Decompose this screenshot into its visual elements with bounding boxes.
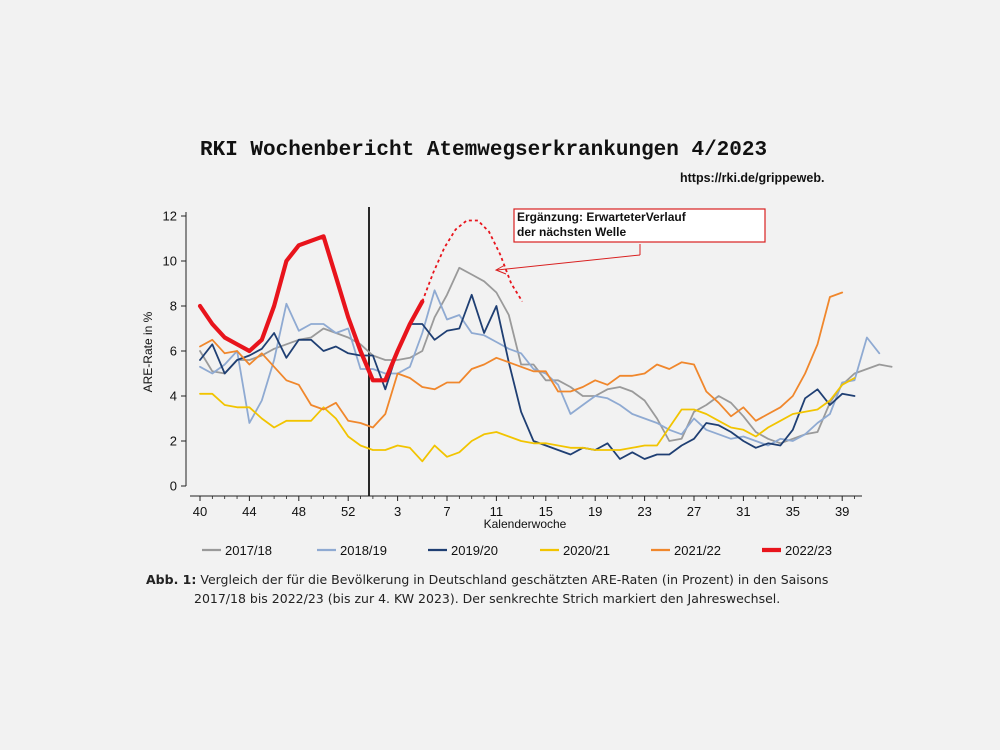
annotation-line-1: Ergänzung: ErwarteterVerlauf: [517, 210, 687, 224]
x-tick-label: 19: [588, 504, 602, 519]
x-tick-label: 35: [786, 504, 800, 519]
series-line-2022-23: [197, 234, 425, 383]
y-tick-label: 0: [170, 479, 177, 494]
x-tick-label: 7: [443, 504, 450, 519]
x-tick-label: 11: [490, 504, 504, 519]
x-tick-label: 39: [835, 504, 849, 519]
y-tick-label: 12: [163, 209, 177, 224]
x-tick-label: 23: [637, 504, 651, 519]
series-line-2021-22: [199, 291, 844, 429]
y-tick-label: 4: [170, 389, 177, 404]
y-tick-label: 6: [170, 344, 177, 359]
annotation-box: [513, 208, 766, 243]
x-tick-label: 27: [687, 504, 701, 519]
page-title: RKI Wochenbericht Atemwegserkrankungen 4…: [200, 139, 768, 162]
legend-label: 2021/22: [674, 543, 721, 558]
x-tick-label: 44: [242, 504, 256, 519]
legend-label: 2018/19: [340, 543, 387, 558]
legend-label: 2020/21: [563, 543, 610, 558]
chart-legend: 2017/18 2018/19 2019/20 2020/21 2021/22 2022/…: [202, 543, 832, 558]
caption-line-1: Vergleich der für die Bevölkerung in Deu…: [200, 572, 829, 587]
y-axis-label: ARE-Rate in %: [141, 311, 155, 392]
annotation-arrow-shaft: [496, 254, 641, 271]
annotation-line-2: der nächsten Welle: [517, 225, 626, 239]
series-line-2019-20: [199, 293, 856, 460]
legend-label: 2019/20: [451, 543, 498, 558]
annotation-arrow-head: [494, 264, 507, 275]
x-tick-label: 3: [394, 504, 401, 519]
legend-label: 2022/23: [785, 543, 832, 558]
source-url[interactable]: https://rki.de/grippeweb.: [680, 171, 825, 185]
x-tick-label: 52: [341, 504, 355, 519]
figure-caption: Abb. 1: Vergleich der für die Bevölkerun…: [146, 570, 866, 608]
series-line-2020-21: [199, 377, 856, 463]
y-tick-label: 8: [170, 299, 177, 314]
x-tick-label: 15: [539, 504, 553, 519]
y-tick-label: 10: [163, 254, 177, 269]
legend-label: 2017/18: [225, 543, 272, 558]
chart-axes: 0 2 4 6 8 10 12 40 44 48 52 3 7 11 15 19 23 27 31 35 39 Kalen…: [141, 209, 862, 531]
projection-line: [421, 219, 524, 302]
caption-line-2: 2017/18 bis 2022/23 (bis zur 4. KW 2023)…: [194, 591, 781, 606]
x-tick-label: 48: [292, 504, 306, 519]
caption-label: Abb. 1:: [146, 572, 197, 587]
x-axis-label: Kalenderwoche: [484, 517, 567, 531]
y-tick-label: 2: [170, 434, 177, 449]
x-tick-label: 31: [736, 504, 750, 519]
series-lines: [197, 234, 893, 463]
x-tick-label: 40: [193, 504, 207, 519]
